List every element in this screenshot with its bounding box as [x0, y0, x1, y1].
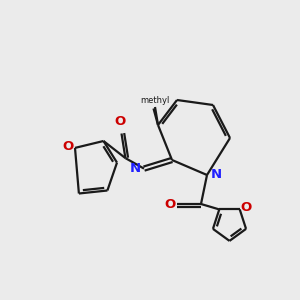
Text: O: O	[165, 197, 176, 211]
Text: methyl: methyl	[140, 96, 170, 105]
Text: O: O	[241, 201, 252, 214]
Text: N: N	[211, 169, 222, 182]
Text: O: O	[63, 140, 74, 153]
Text: N: N	[129, 162, 140, 175]
Text: O: O	[114, 115, 126, 128]
